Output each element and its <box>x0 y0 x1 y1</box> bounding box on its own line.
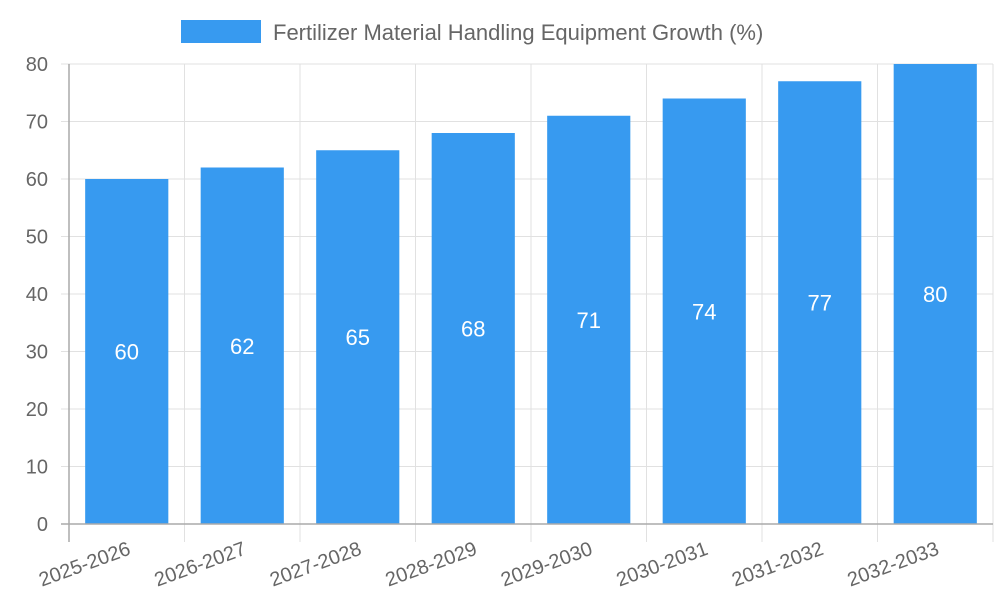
bar-value-label: 65 <box>346 325 370 350</box>
y-tick-label: 0 <box>37 514 48 536</box>
y-tick-label: 30 <box>26 342 48 364</box>
bar-value-label: 60 <box>115 340 139 365</box>
bar[interactable] <box>316 150 400 524</box>
axes <box>61 64 993 542</box>
y-tick-label: 40 <box>26 284 48 306</box>
bar[interactable] <box>200 167 284 525</box>
y-tick-label: 60 <box>26 169 48 191</box>
y-tick-label: 20 <box>26 399 48 421</box>
y-tick-label: 70 <box>26 112 48 134</box>
bar[interactable] <box>893 64 977 524</box>
x-tick-label: 2030-2031 <box>614 538 711 591</box>
bar-value-label: 77 <box>808 291 832 316</box>
y-axis-labels: 0 10 20 30 40 50 60 70 80 <box>26 54 48 536</box>
legend[interactable]: Fertilizer Material Handling Equipment G… <box>181 20 763 45</box>
legend-label[interactable]: Fertilizer Material Handling Equipment G… <box>273 20 763 45</box>
x-tick-label: 2026-2027 <box>152 538 249 591</box>
bar[interactable] <box>778 81 862 524</box>
x-tick-label: 2029-2030 <box>498 538 595 591</box>
bar[interactable] <box>431 133 515 524</box>
data-labels: 60 62 65 68 71 74 77 80 <box>115 282 948 365</box>
y-tick-label: 10 <box>26 457 48 479</box>
y-tick-label: 80 <box>26 54 48 76</box>
x-tick-label: 2025-2026 <box>36 538 133 591</box>
bars <box>85 64 977 524</box>
x-axis-labels: 2025-2026 2026-2027 2027-2028 2028-2029 2029… <box>36 538 942 591</box>
x-tick-label: 2031-2032 <box>729 538 826 591</box>
x-tick-label: 2027-2028 <box>267 538 364 591</box>
bar-value-label: 80 <box>923 282 947 307</box>
bar[interactable] <box>85 179 169 524</box>
bar[interactable] <box>547 115 631 524</box>
bar-value-label: 68 <box>461 317 485 342</box>
bar-value-label: 62 <box>230 334 254 359</box>
bar-value-label: 71 <box>577 308 601 333</box>
x-tick-label: 2032-2033 <box>845 538 942 591</box>
y-tick-label: 50 <box>26 227 48 249</box>
x-tick-label: 2028-2029 <box>383 538 480 591</box>
bar[interactable] <box>662 98 746 525</box>
legend-swatch[interactable] <box>181 20 261 43</box>
bar-value-label: 74 <box>692 299 716 324</box>
